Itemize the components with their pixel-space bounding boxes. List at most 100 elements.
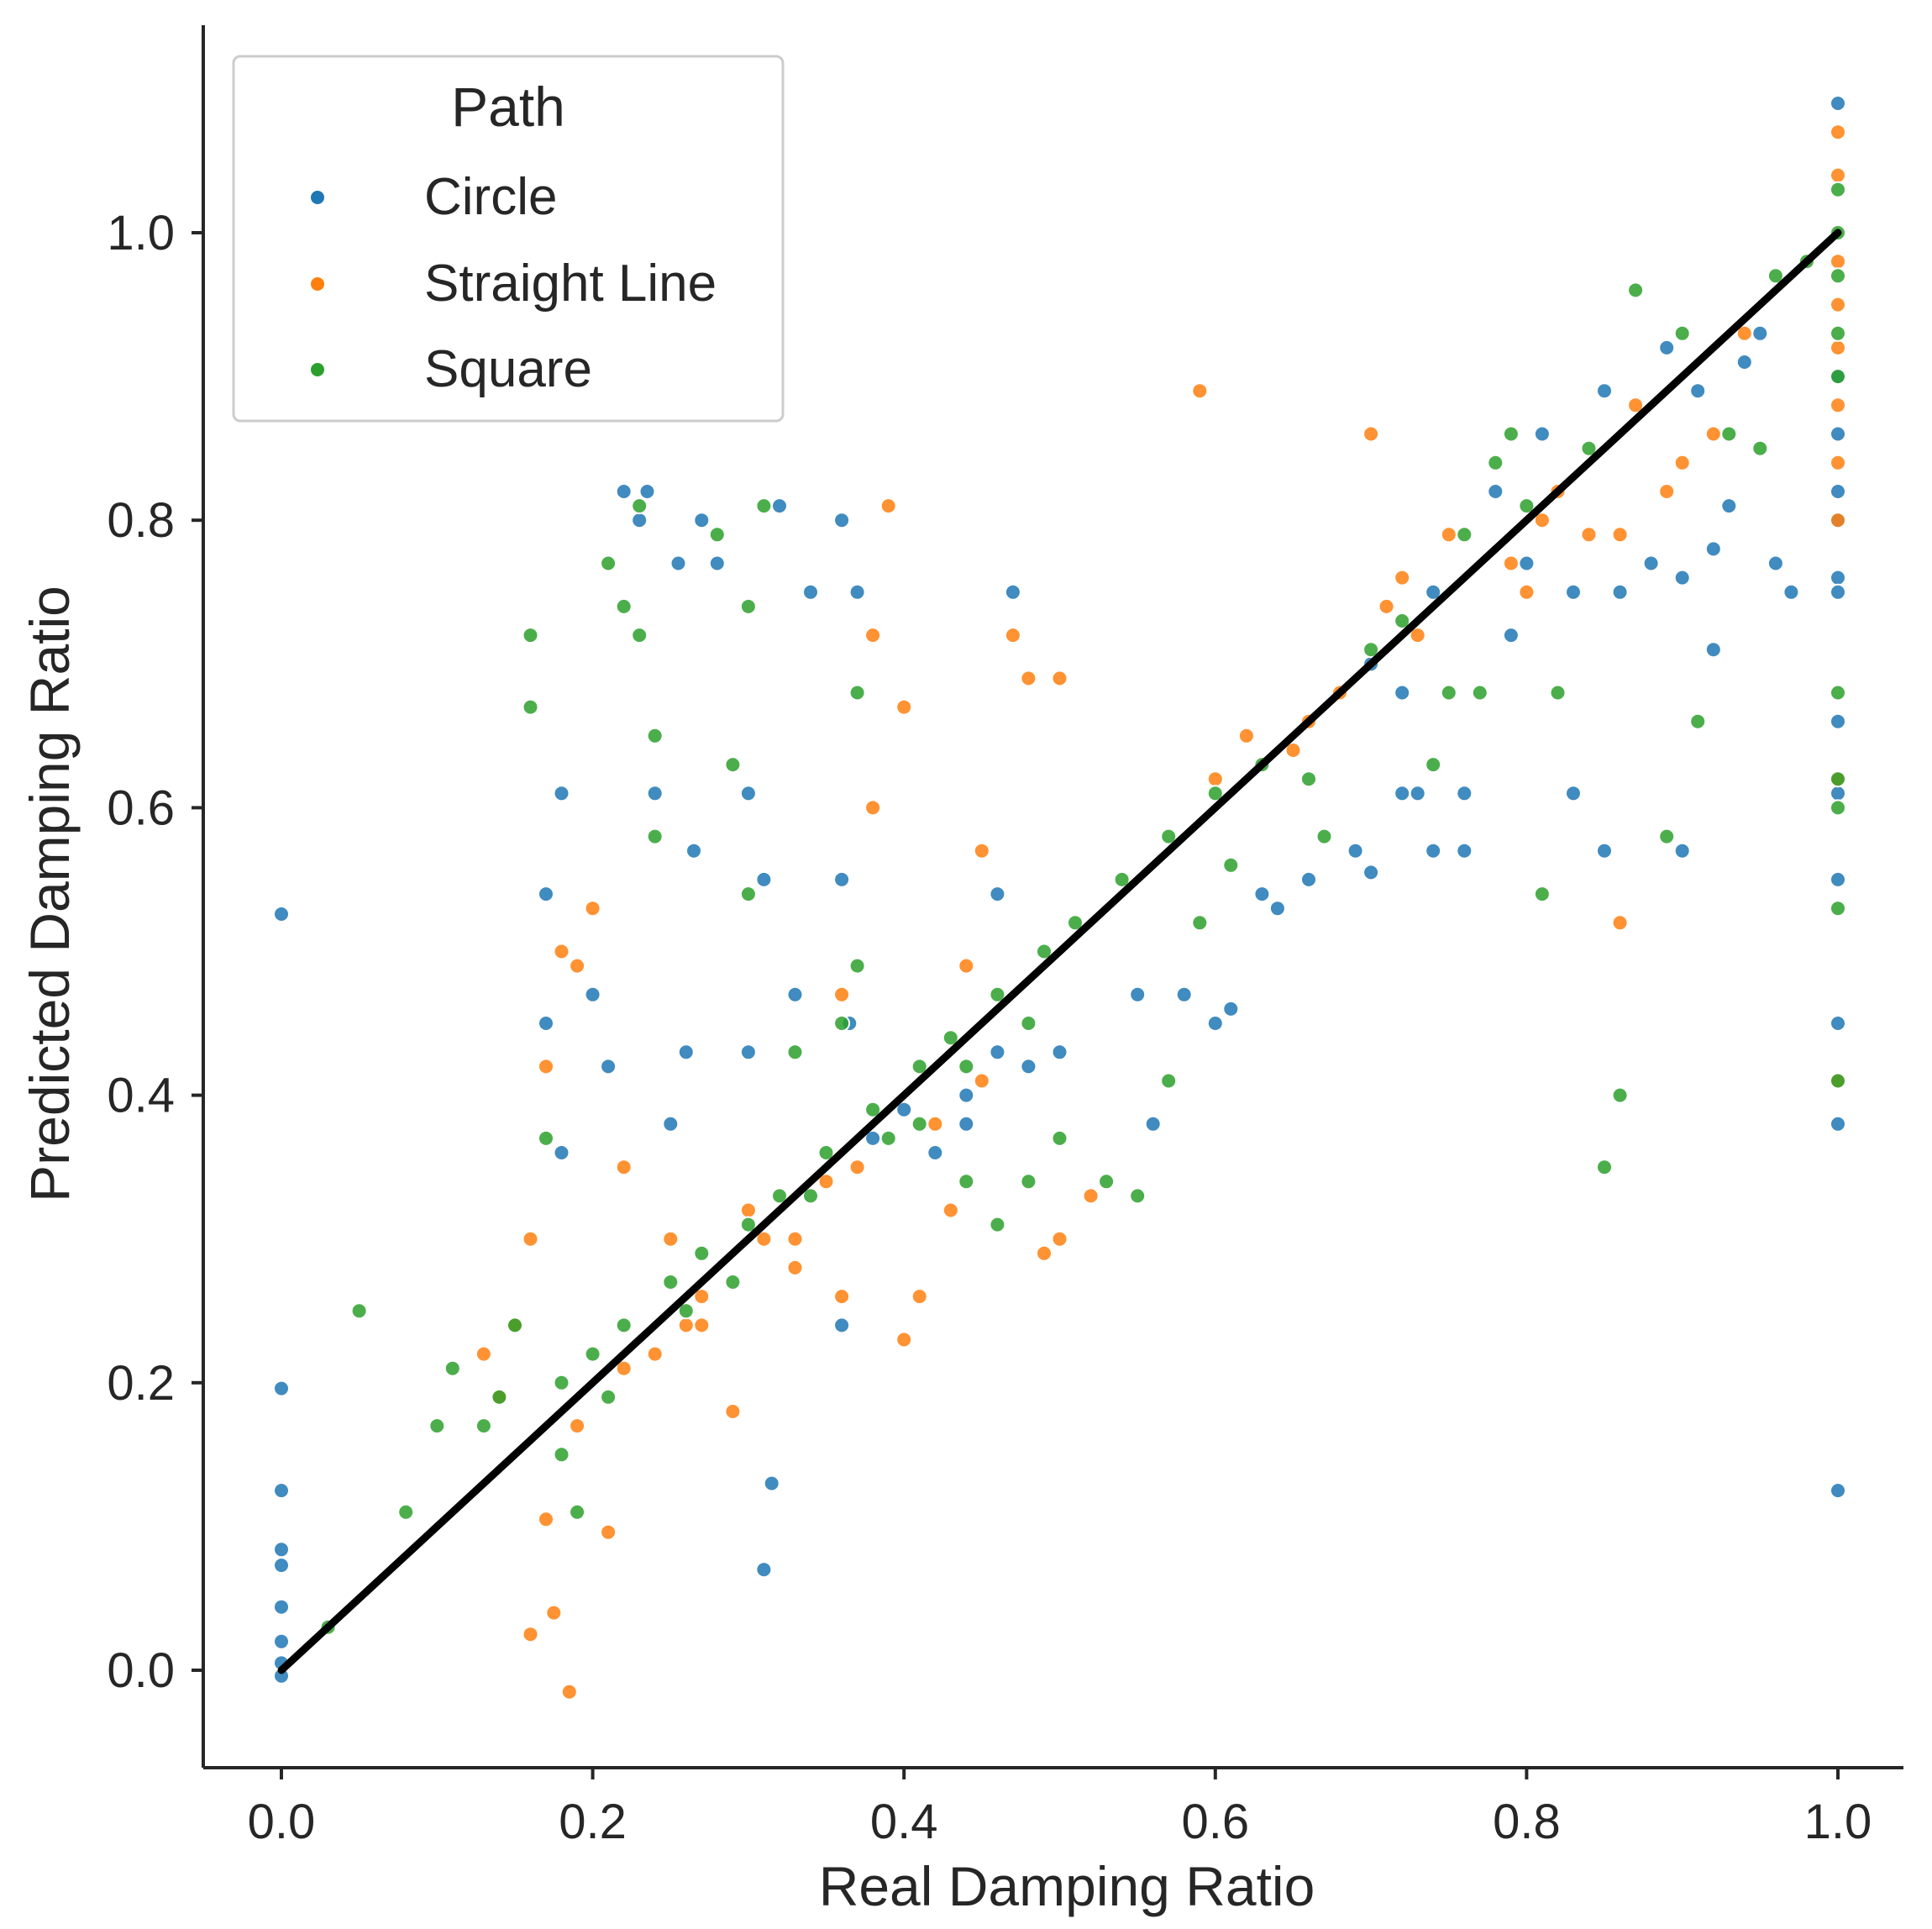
point-square	[646, 727, 664, 744]
point-square	[911, 1115, 928, 1133]
point-circle	[1673, 842, 1691, 859]
point-circle	[895, 1101, 913, 1118]
point-straight-line	[755, 1230, 773, 1248]
point-square	[677, 1302, 695, 1320]
x-tick-label: 1.0	[1804, 1795, 1872, 1849]
point-circle	[1782, 583, 1800, 601]
point-circle	[273, 1541, 290, 1558]
point-circle	[833, 512, 851, 529]
point-straight-line	[1658, 483, 1676, 500]
point-square	[631, 497, 648, 515]
point-square	[1767, 267, 1784, 285]
point-square	[1487, 454, 1504, 471]
point-circle	[615, 483, 633, 500]
point-square	[1830, 267, 1846, 285]
point-circle	[669, 555, 687, 572]
point-straight-line	[1502, 555, 1520, 572]
point-circle	[538, 886, 554, 903]
point-circle	[1689, 382, 1707, 400]
point-straight-line	[1673, 454, 1691, 471]
point-square	[1036, 943, 1053, 960]
point-straight-line	[1627, 397, 1645, 414]
point-circle	[1830, 870, 1846, 888]
point-straight-line	[848, 1159, 866, 1176]
point-square	[615, 597, 633, 615]
point-circle	[638, 483, 656, 500]
point-circle	[1596, 382, 1613, 400]
point-square	[491, 1388, 508, 1406]
point-straight-line	[1440, 526, 1457, 544]
point-circle	[1704, 540, 1722, 558]
point-straight-line	[1237, 727, 1255, 744]
point-square	[584, 1345, 601, 1363]
point-circle	[631, 512, 648, 529]
point-circle	[1830, 569, 1846, 586]
point-circle	[739, 1043, 757, 1061]
point-circle	[1830, 95, 1846, 112]
point-straight-line	[1409, 627, 1426, 644]
point-square	[1206, 785, 1224, 802]
point-straight-line	[864, 799, 882, 817]
point-square	[1658, 828, 1676, 845]
point-circle	[989, 1043, 1006, 1061]
x-tick-label: 0.2	[559, 1795, 627, 1849]
legend-marker-straight-line	[311, 277, 324, 291]
point-square	[1362, 641, 1380, 659]
point-circle	[1830, 785, 1846, 802]
point-square	[708, 526, 726, 544]
point-square	[553, 1446, 570, 1464]
point-circle	[739, 785, 757, 802]
point-circle	[1425, 583, 1442, 601]
point-square	[1425, 756, 1442, 774]
point-square	[1502, 425, 1520, 443]
point-circle	[1206, 1015, 1224, 1032]
point-straight-line	[693, 1317, 711, 1334]
point-square	[1549, 684, 1567, 702]
point-straight-line	[1394, 569, 1411, 586]
point-square	[1720, 425, 1738, 443]
point-square	[1051, 1129, 1068, 1147]
point-square	[1456, 526, 1473, 544]
legend-title: Path	[451, 76, 565, 138]
point-square	[522, 698, 539, 716]
point-straight-line	[522, 1626, 539, 1643]
point-straight-line	[864, 627, 882, 644]
point-straight-line	[1191, 382, 1209, 400]
point-square	[1830, 684, 1846, 702]
point-square	[724, 1274, 742, 1290]
point-straight-line	[942, 1201, 959, 1219]
y-tick-label: 1.0	[107, 206, 175, 260]
point-straight-line	[1830, 512, 1846, 529]
point-straight-line	[1611, 914, 1629, 932]
point-square	[1533, 886, 1551, 903]
y-tick-label: 0.2	[107, 1356, 175, 1411]
point-square	[1160, 828, 1178, 845]
y-axis-ticks: 0.0 0.2 0.4 0.6 0.8 1.0	[107, 206, 203, 1698]
point-square	[1830, 900, 1846, 917]
point-circle	[1144, 1115, 1162, 1133]
point-straight-line	[1378, 597, 1395, 615]
point-circle	[1767, 555, 1784, 572]
point-straight-line	[1830, 339, 1846, 356]
y-tick-label: 0.6	[107, 781, 175, 835]
point-square	[1471, 684, 1488, 702]
point-square	[1518, 497, 1536, 515]
reference-line	[277, 229, 1842, 1674]
point-circle	[848, 583, 866, 601]
point-straight-line	[833, 986, 851, 1003]
point-square	[724, 756, 742, 774]
point-square	[1611, 1086, 1629, 1104]
y-tick-label: 0.8	[107, 493, 175, 548]
point-circle	[584, 986, 601, 1003]
point-circle	[1487, 483, 1504, 500]
point-square	[1627, 281, 1645, 299]
point-circle	[755, 870, 773, 888]
legend-marker-square	[311, 363, 324, 376]
point-circle	[1658, 339, 1676, 356]
legend: Path Circle Straight Line Square	[232, 55, 785, 423]
point-straight-line	[1284, 742, 1302, 759]
point-circle	[273, 1598, 290, 1616]
point-square	[771, 1187, 788, 1205]
point-straight-line	[1830, 124, 1846, 141]
